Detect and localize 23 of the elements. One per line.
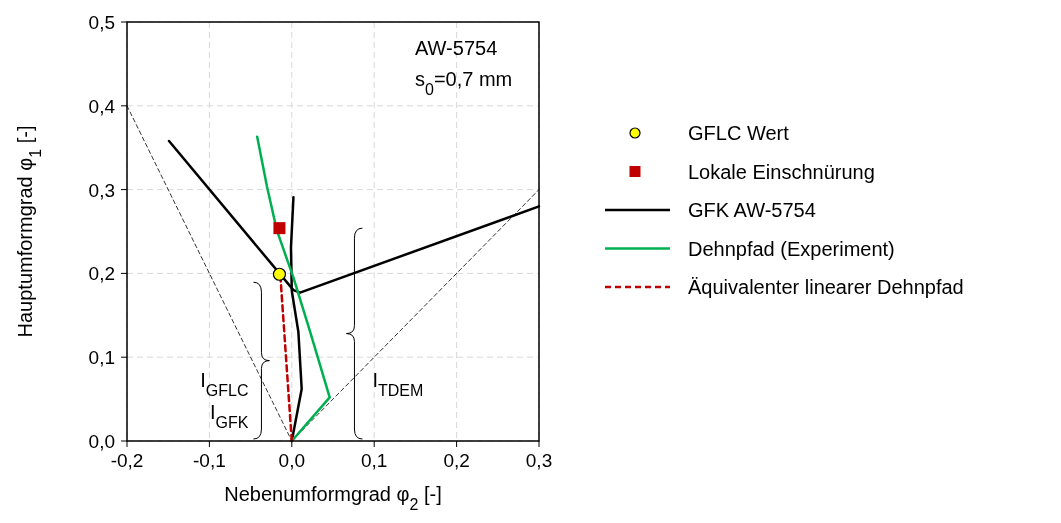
y-tick-label: 0,1 (88, 347, 115, 369)
y-tick-label: 0,0 (88, 431, 115, 452)
x-tick-label: 0,1 (360, 450, 388, 471)
legend-label: GFLC Wert (688, 122, 790, 144)
annotation: I$_{GFLC}$ (200, 368, 249, 399)
x-tick-label: 0,0 (278, 450, 306, 471)
annotation: I$_{TDEM}$ (372, 368, 424, 399)
annotation: I$_{GFK}$ (209, 400, 249, 431)
x-tick-label: 0,3 (525, 450, 553, 471)
legend-label: Dehnpfad (Experiment) (688, 237, 895, 260)
legend-label: Lokale Einschnürung (688, 160, 875, 183)
legend-label: GFK AW-5754 (688, 199, 816, 221)
y-tick-label: 0,3 (88, 179, 115, 201)
legend-label: Äquivalenter linearer Dehnpfad (688, 276, 964, 298)
y-tick-label: 0,5 (88, 12, 115, 33)
y-tick-label: 0,2 (88, 263, 115, 285)
annotation: AW-5754 (415, 37, 498, 59)
annotation: s$_{0}$=0,7 mm (415, 68, 513, 98)
x-tick-label: 0,2 (443, 450, 470, 471)
x-tick-label: -0,2 (110, 450, 144, 471)
x-tick-label: -0,1 (193, 450, 226, 471)
y-tick-label: 0,4 (88, 95, 116, 117)
x-axis-title: Nebenumformgrad φ$_{2}$ [-] (224, 483, 442, 513)
